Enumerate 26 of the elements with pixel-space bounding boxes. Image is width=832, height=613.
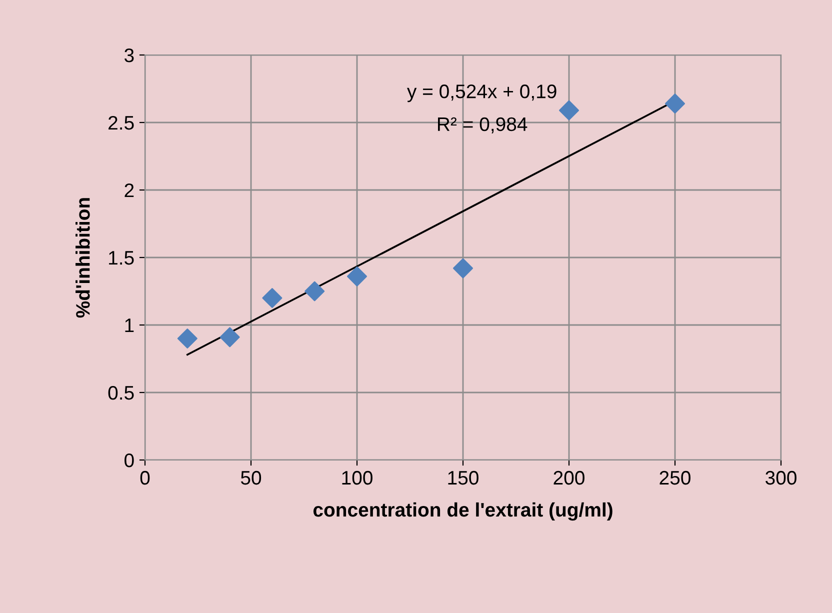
x-tick-label: 150 xyxy=(448,470,478,485)
y-tick-label: 2 xyxy=(124,183,134,198)
x-tick-label: 300 xyxy=(766,470,796,485)
y-tick-label: 1.5 xyxy=(109,251,134,265)
point xyxy=(664,94,686,114)
x-tick-label: 250 xyxy=(660,470,690,485)
y-tick-label: 0.5 xyxy=(108,386,134,400)
x-tick-label: 200 xyxy=(554,470,584,485)
y-axis-title: %d'inhibition xyxy=(76,198,90,318)
y-tick-label: 3 xyxy=(124,48,134,62)
x-axis-title: concentration de l'extrait (ug/ml) xyxy=(313,502,612,521)
point xyxy=(262,288,282,308)
x-tick-label: 100 xyxy=(342,470,372,485)
point xyxy=(452,258,474,278)
x-tick-label: 0 xyxy=(140,470,150,485)
x-tick-label: 50 xyxy=(240,470,262,485)
point xyxy=(558,100,580,120)
point xyxy=(346,266,368,286)
annotation: R² = 0,984 xyxy=(438,117,528,134)
y-tick-label: 2.5 xyxy=(108,116,134,130)
point xyxy=(220,327,240,348)
point xyxy=(304,281,325,302)
annotation: y = 0,524x + 0,19 xyxy=(407,84,556,102)
point xyxy=(177,328,198,349)
y-tick-label: 1 xyxy=(125,318,134,332)
y-tick-label: 0 xyxy=(124,453,134,468)
